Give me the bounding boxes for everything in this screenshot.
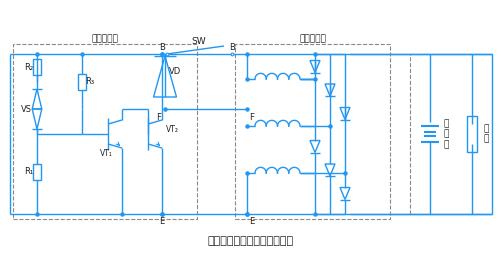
- Text: E: E: [249, 217, 255, 227]
- Text: R₁: R₁: [25, 167, 34, 177]
- Bar: [33, 59, 41, 75]
- Text: F: F: [249, 113, 255, 121]
- Text: F: F: [156, 113, 161, 121]
- Text: B: B: [159, 42, 165, 52]
- Text: 外搭铁型电子调节器基本电路: 外搭铁型电子调节器基本电路: [208, 236, 294, 246]
- Bar: [467, 116, 477, 152]
- Text: SW: SW: [192, 38, 206, 46]
- Text: B: B: [229, 42, 235, 52]
- Text: R₃: R₃: [86, 77, 95, 87]
- Bar: [235, 44, 390, 219]
- Text: 负
载: 负 载: [483, 124, 488, 144]
- Text: VT₂: VT₂: [165, 124, 178, 134]
- Bar: [33, 164, 41, 180]
- Text: 交流发电机: 交流发电机: [299, 35, 326, 43]
- Text: VS: VS: [21, 104, 32, 114]
- Bar: [78, 74, 86, 90]
- Text: VD: VD: [169, 68, 181, 76]
- Text: R₂: R₂: [25, 62, 34, 71]
- Bar: [13, 44, 197, 219]
- Text: 电子调节器: 电子调节器: [92, 35, 118, 43]
- Text: E: E: [159, 217, 165, 227]
- Text: VT₁: VT₁: [100, 150, 112, 158]
- Text: 蓄
电
池: 蓄 电 池: [443, 119, 449, 149]
